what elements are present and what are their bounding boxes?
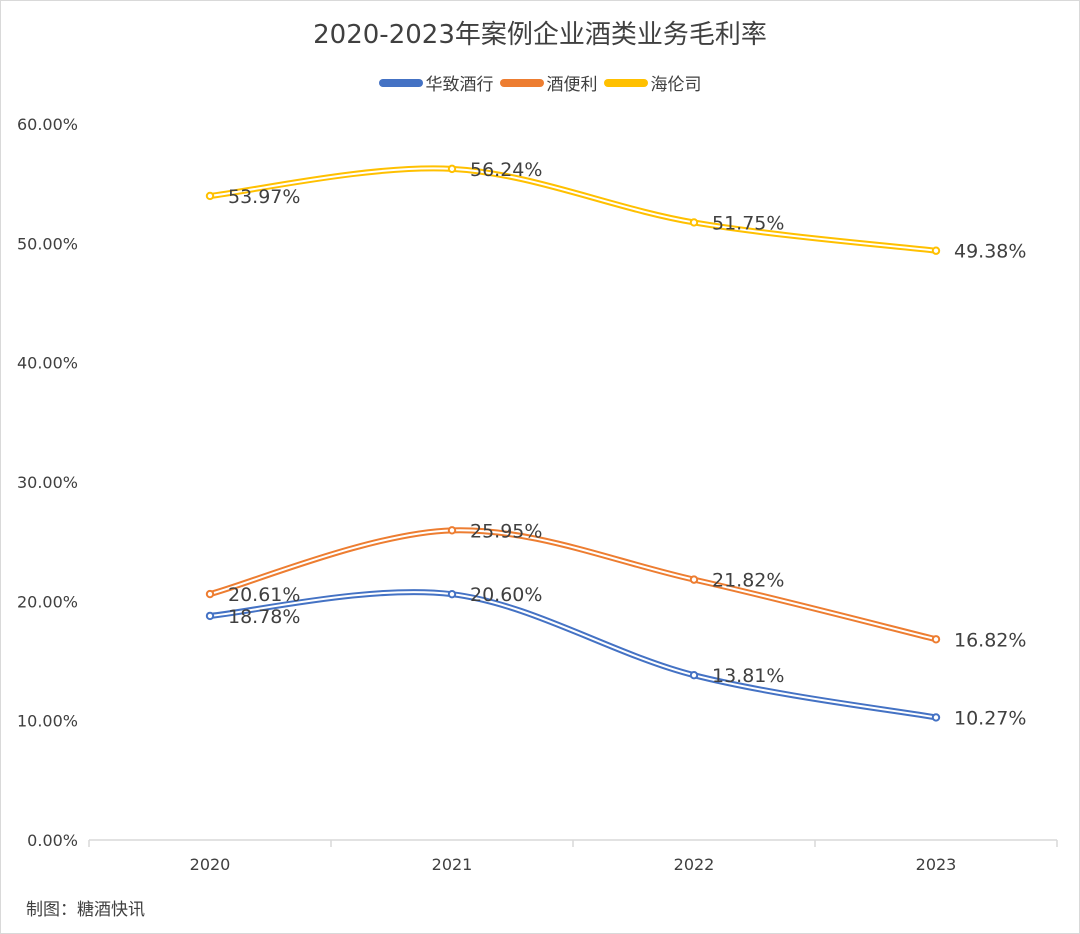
series-line-core-1 (209, 529, 937, 641)
series-point-1 (205, 589, 215, 599)
series-point-2 (447, 164, 457, 174)
legend-label-jiubianli: 酒便利 (546, 75, 598, 95)
chart-credit: 制图：糖酒快讯 (26, 900, 145, 920)
legend-swatch-jiubianli (499, 78, 544, 87)
legend-item-helens: 海伦司 (603, 70, 702, 95)
series-point-0 (689, 671, 699, 680)
series-point-2 (931, 246, 941, 255)
data-label-1: 20.61% (228, 584, 300, 606)
y-tick-label: 10.00% (17, 712, 78, 731)
legend: 华致酒行 酒便利 海伦司 (0, 70, 1080, 95)
data-label-0: 10.27% (954, 707, 1026, 729)
data-label-2: 56.24% (470, 159, 542, 181)
x-tick-label: 2021 (432, 855, 473, 874)
series-line-core-0 (209, 591, 937, 719)
data-label-1: 21.82% (712, 570, 784, 592)
legend-label-huazhi: 华致酒行 (425, 75, 494, 95)
x-tick-label: 2022 (674, 855, 715, 874)
y-tick-label: 20.00% (17, 592, 78, 611)
x-tick-label: 2020 (190, 855, 231, 874)
data-label-0: 20.60% (470, 584, 542, 606)
series-point-0 (931, 713, 941, 722)
series-point-0 (447, 589, 457, 599)
y-tick-label: 60.00% (17, 115, 78, 134)
data-label-1: 16.82% (954, 629, 1026, 651)
legend-item-huazhi: 华致酒行 (378, 70, 494, 95)
data-label-2: 49.38% (954, 241, 1026, 263)
data-label-0: 18.78% (228, 606, 300, 628)
y-tick-label: 50.00% (17, 234, 78, 253)
y-tick-label: 30.00% (17, 473, 78, 492)
data-label-1: 25.95% (470, 520, 542, 542)
series-point-2 (689, 218, 699, 227)
series-point-1 (931, 635, 941, 644)
legend-swatch-huazhi (378, 78, 423, 87)
data-label-2: 51.75% (712, 212, 784, 234)
legend-swatch-helens (603, 78, 648, 87)
legend-item-jiubianli: 酒便利 (499, 70, 598, 95)
data-label-2: 53.97% (228, 186, 300, 208)
y-tick-label: 40.00% (17, 354, 78, 373)
legend-label-helens: 海伦司 (650, 75, 702, 95)
series-point-2 (205, 191, 215, 201)
series-point-1 (447, 526, 457, 535)
x-tick-label: 2023 (916, 855, 957, 874)
series-line-2 (207, 165, 939, 254)
chart-title: 2020-2023年案例企业酒类业务毛利率 (313, 20, 767, 50)
y-tick-label: 0.00% (27, 831, 78, 850)
series-line-core-2 (209, 167, 937, 252)
series-point-0 (205, 611, 215, 621)
series-point-1 (689, 575, 699, 584)
data-label-0: 13.81% (712, 665, 784, 687)
